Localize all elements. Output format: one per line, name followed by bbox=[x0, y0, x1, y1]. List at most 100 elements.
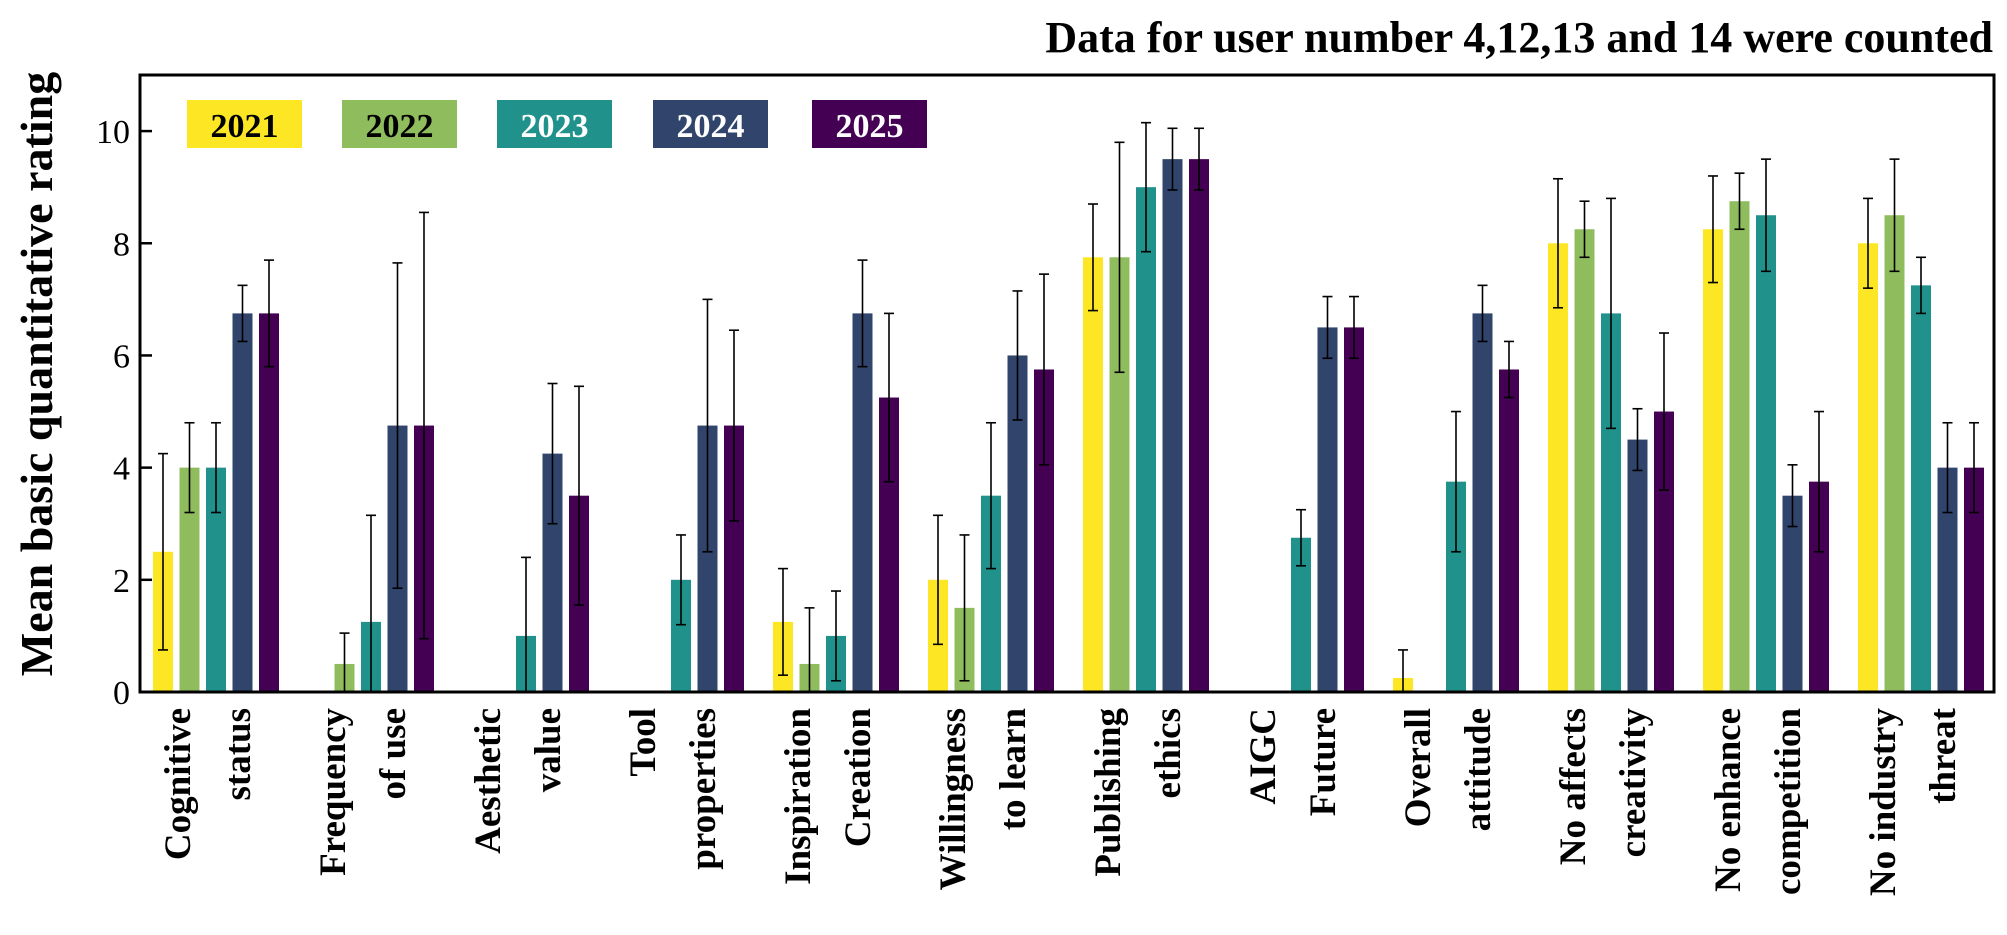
x-tick-label-line: Tool bbox=[623, 708, 664, 777]
error-bar-2024-0 bbox=[237, 284, 248, 343]
error-bar-2024-6 bbox=[1167, 127, 1178, 191]
bar-2025-3 bbox=[724, 425, 744, 692]
x-tick-label: Overall attitude bbox=[1398, 708, 1499, 831]
x-tick-label-line: No industry bbox=[1863, 708, 1904, 897]
x-tick-label-line: status bbox=[218, 708, 259, 801]
bar-2024-3 bbox=[697, 425, 718, 692]
error-bar-2021-10 bbox=[1708, 175, 1718, 284]
x-tick-label-line: Future bbox=[1303, 708, 1344, 816]
x-tick-label-line: Aesthetic bbox=[468, 708, 509, 854]
legend-item-2025: 2025 bbox=[812, 100, 927, 148]
error-bar-2025-10 bbox=[1814, 410, 1824, 553]
error-bar-2022-0 bbox=[184, 421, 195, 514]
legend-item-2022: 2022 bbox=[342, 100, 457, 148]
error-bar-2023-4 bbox=[831, 590, 841, 682]
x-tick-label: Tool properties bbox=[623, 708, 724, 870]
bar-2022-10 bbox=[1729, 201, 1750, 693]
error-bar-2024-8 bbox=[1477, 284, 1488, 343]
legend-item-2021: 2021 bbox=[187, 100, 302, 148]
error-bar-2024-7 bbox=[1322, 295, 1333, 360]
error-bar-2023-8 bbox=[1451, 410, 1461, 553]
error-bar-2025-0 bbox=[264, 259, 274, 368]
error-bar-2023-9 bbox=[1606, 197, 1616, 430]
x-tick-label: Frequency of use bbox=[313, 708, 414, 876]
bar-2022-11 bbox=[1884, 215, 1905, 692]
plot-frame bbox=[138, 73, 1996, 694]
bar-2024-6 bbox=[1162, 159, 1183, 693]
error-bar-2025-3 bbox=[729, 329, 739, 522]
x-tick-label-line: Creation bbox=[838, 708, 879, 847]
x-tick-label: Inspiration Creation bbox=[778, 708, 879, 885]
error-bar-2021-6 bbox=[1088, 203, 1098, 312]
error-bar-2024-9 bbox=[1632, 407, 1643, 472]
x-tick-label-line: No affects bbox=[1553, 708, 1594, 865]
bar-2021-11 bbox=[1858, 243, 1878, 693]
bar-2023-11 bbox=[1911, 285, 1931, 692]
x-tick-label-line: competition bbox=[1768, 708, 1809, 895]
error-bar-2023-10 bbox=[1761, 158, 1771, 273]
error-bar-2024-2 bbox=[547, 382, 558, 525]
y-axis-label: Mean basic quantitative rating bbox=[11, 72, 62, 676]
error-bar-2023-6 bbox=[1141, 121, 1151, 253]
error-bar-2022-6 bbox=[1114, 141, 1125, 374]
legend-swatch bbox=[497, 100, 612, 148]
bar-2024-11 bbox=[1937, 467, 1958, 692]
x-tick-label-line: attitude bbox=[1458, 708, 1499, 831]
error-bar-2022-11 bbox=[1889, 158, 1900, 273]
error-bar-2021-11 bbox=[1863, 197, 1873, 289]
bar-2024-9 bbox=[1627, 439, 1648, 692]
legend-label: 2024 bbox=[677, 108, 745, 145]
error-bar-2024-4 bbox=[857, 259, 868, 368]
bar-2022-6 bbox=[1109, 257, 1130, 692]
legend-item-2023: 2023 bbox=[497, 100, 612, 148]
x-tick-label-line: value bbox=[528, 708, 569, 792]
x-tick-label: Cognitive status bbox=[158, 708, 259, 860]
error-bar-2021-5 bbox=[933, 514, 943, 646]
error-bar-2021-0 bbox=[158, 452, 168, 651]
chart-title: Data for user number 4,12,13 and 14 were… bbox=[1045, 13, 1993, 62]
bar-2023-8 bbox=[1446, 481, 1466, 692]
legend-swatch bbox=[653, 100, 768, 148]
bar-2024-4 bbox=[852, 313, 873, 692]
x-tick-label-line: AIGC bbox=[1243, 708, 1284, 805]
error-bar-2022-5 bbox=[959, 534, 970, 682]
error-bar-2023-11 bbox=[1916, 256, 1926, 315]
error-bar-2025-2 bbox=[574, 385, 584, 606]
bar-2023-6 bbox=[1136, 187, 1156, 692]
error-bar-2023-7 bbox=[1296, 508, 1306, 567]
error-bar-2023-0 bbox=[211, 421, 221, 514]
x-tick-label-line: ethics bbox=[1148, 708, 1189, 798]
error-bar-2024-3 bbox=[702, 298, 713, 553]
bar-2021-9 bbox=[1548, 243, 1568, 693]
y-tick-label: 10 bbox=[96, 114, 130, 151]
x-tick-label: No affects creativity bbox=[1553, 708, 1654, 866]
error-bar-2025-6 bbox=[1194, 127, 1204, 191]
bar-2024-10 bbox=[1782, 495, 1803, 692]
error-bar-2022-9 bbox=[1579, 200, 1590, 259]
x-tick-label: No industry threat bbox=[1863, 707, 1964, 896]
y-tick-label: 6 bbox=[113, 338, 130, 375]
x-tick-label-line: to learn bbox=[993, 708, 1034, 831]
bar-2025-7 bbox=[1344, 327, 1364, 692]
bar-2022-9 bbox=[1574, 229, 1595, 692]
bar-2024-0 bbox=[232, 313, 253, 692]
bar-2024-8 bbox=[1472, 313, 1493, 692]
bar-2024-2 bbox=[542, 453, 563, 692]
bar-2023-9 bbox=[1601, 313, 1621, 692]
legend-label: 2023 bbox=[521, 108, 589, 145]
bar-2024-7 bbox=[1317, 327, 1338, 692]
error-bar-2025-9 bbox=[1659, 332, 1669, 491]
error-bar-2023-5 bbox=[986, 421, 996, 570]
bar-2021-6 bbox=[1083, 257, 1103, 692]
bar-2021-10 bbox=[1703, 229, 1723, 692]
y-tick-label: 0 bbox=[113, 675, 130, 712]
x-tick-label-line: Willingness bbox=[933, 708, 974, 890]
bar-2025-5 bbox=[1034, 369, 1054, 692]
legend-label: 2025 bbox=[836, 108, 904, 145]
legend-swatch bbox=[342, 100, 457, 148]
x-tick-label-line: Publishing bbox=[1088, 708, 1129, 877]
bar-2023-5 bbox=[981, 495, 1001, 692]
bar-2024-5 bbox=[1007, 355, 1028, 692]
x-tick-label: Publishing ethics bbox=[1088, 708, 1189, 877]
